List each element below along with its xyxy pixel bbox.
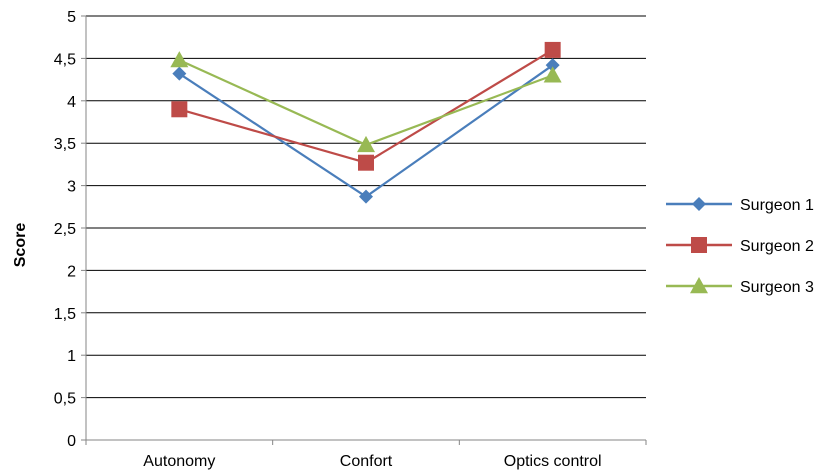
data-point (172, 66, 187, 81)
y-tick-label: 1,5 (54, 306, 76, 323)
y-tick-label: 0 (67, 433, 76, 450)
y-tick-label: 3,5 (54, 136, 76, 153)
data-point (171, 101, 188, 118)
series-group (170, 41, 562, 204)
data-point (357, 135, 375, 153)
series-1 (172, 58, 560, 204)
gridlines (81, 15, 646, 441)
y-axis-label: Score (12, 223, 29, 268)
y-tick-label: 2 (67, 263, 76, 280)
data-point (545, 58, 560, 73)
x-tick-label: Autonomy (143, 453, 215, 470)
x-tick-labels: Autonomy Confort Optics control (85, 440, 647, 470)
legend-marker (691, 237, 707, 253)
legend-label: Surgeon 1 (740, 197, 814, 214)
x-tick-label: Optics control (504, 453, 602, 470)
data-point (170, 51, 189, 68)
legend-item: Surgeon 3 (666, 277, 814, 296)
y-tick-label: 4 (67, 94, 76, 111)
legend-marker (692, 197, 706, 211)
series-3 (170, 51, 562, 153)
legend-item: Surgeon 2 (666, 237, 814, 255)
legend-label: Surgeon 3 (740, 279, 814, 296)
y-tick-label: 2,5 (54, 221, 76, 238)
x-tick-label: Confort (340, 453, 393, 470)
data-point (358, 154, 374, 171)
series-2 (171, 41, 561, 171)
y-tick-label: 1 (67, 348, 76, 365)
legend-item: Surgeon 1 (666, 197, 814, 214)
legend-marker (690, 277, 708, 294)
data-point (359, 189, 373, 204)
y-tick-label: 4,5 (54, 51, 76, 68)
y-tick-label: 0,5 (54, 391, 76, 408)
y-tick-label: 3 (67, 179, 76, 196)
data-point (543, 66, 562, 83)
legend-label: Surgeon 2 (740, 238, 814, 255)
y-tick-label: 5 (67, 9, 76, 26)
legend: Surgeon 1 Surgeon 2 Surgeon 3 (666, 197, 814, 296)
y-tick-labels: 0 0,5 1 1,5 2 2,5 3 3,5 4 4,5 5 (54, 9, 76, 450)
data-point (544, 41, 561, 58)
series-line (178, 59, 554, 147)
